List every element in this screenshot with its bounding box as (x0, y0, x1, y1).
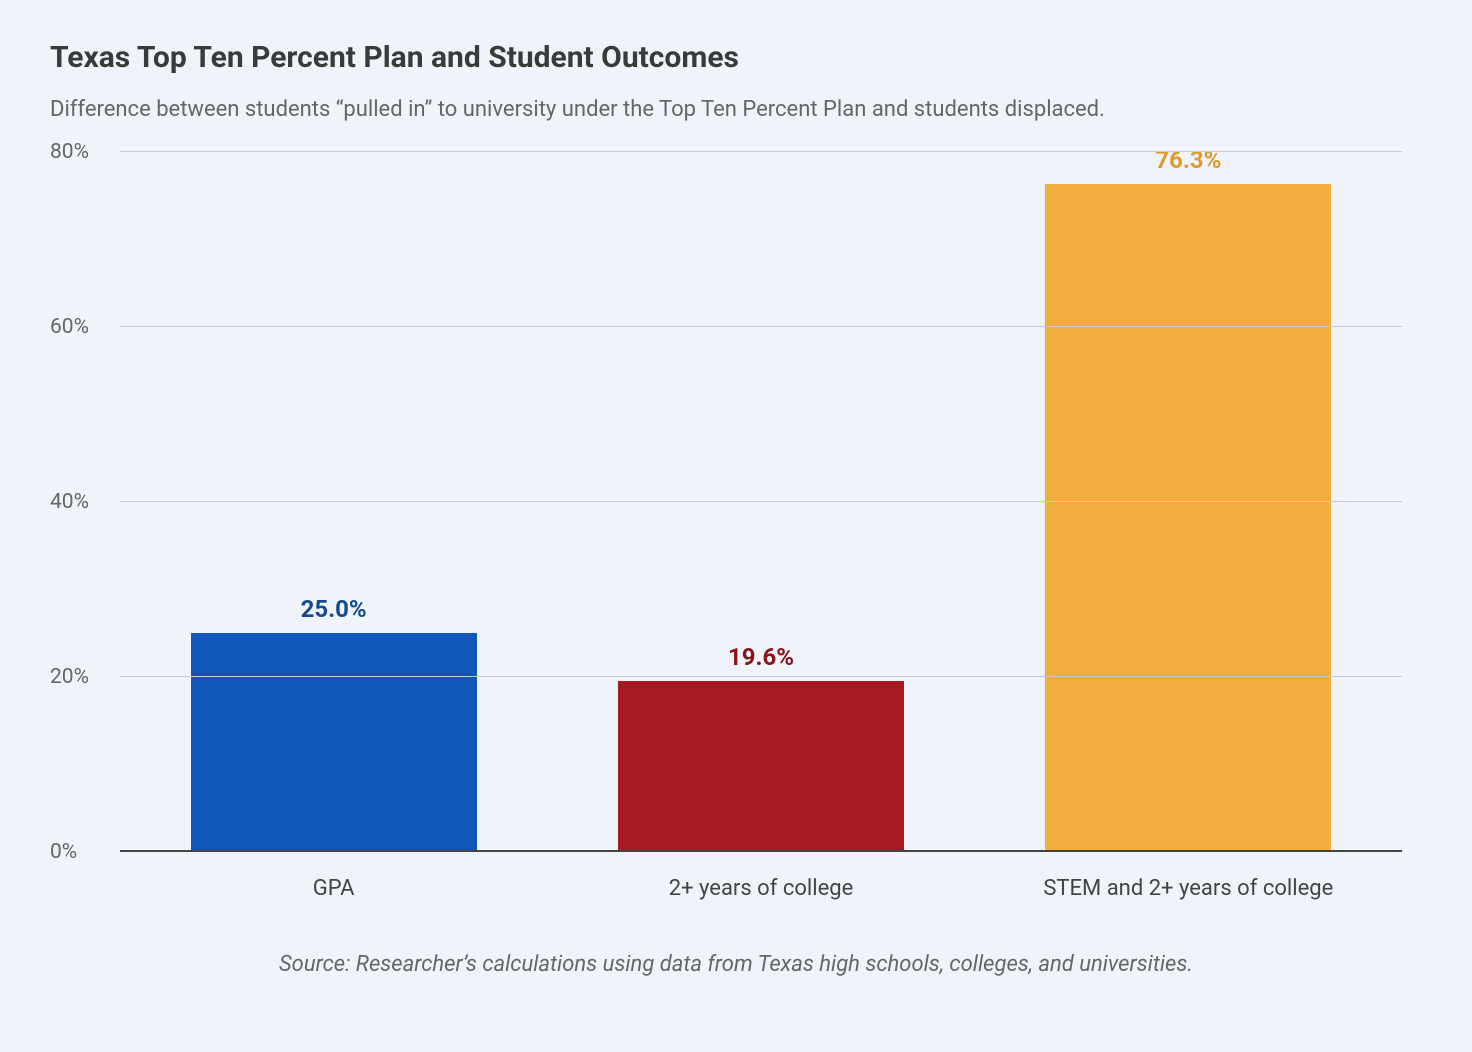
gridline (120, 151, 1402, 152)
plot-area: 25.0%19.6%76.3% 0%20%40%60%80% (120, 152, 1402, 852)
bar-slot: 25.0% (120, 152, 547, 852)
ytick-label: 40% (50, 490, 110, 514)
chart-title: Texas Top Ten Percent Plan and Student O… (50, 40, 1422, 75)
bar-slot: 76.3% (975, 152, 1402, 852)
bar (1045, 184, 1331, 852)
bar-slot: 19.6% (547, 152, 974, 852)
bar-value-label: 19.6% (547, 643, 974, 671)
bar (191, 633, 477, 852)
ytick-label: 0% (50, 840, 110, 864)
ytick-label: 80% (50, 140, 110, 164)
xtick-row: GPA2+ years of collegeSTEM and 2+ years … (120, 862, 1402, 912)
ytick-label: 60% (50, 315, 110, 339)
xtick-label: STEM and 2+ years of college (975, 862, 1402, 912)
gridline (120, 501, 1402, 502)
gridline (120, 326, 1402, 327)
xtick-label: GPA (120, 862, 547, 912)
chart-subtitle: Difference between students “pulled in” … (50, 97, 1422, 122)
gridline (120, 676, 1402, 677)
bars-row: 25.0%19.6%76.3% (120, 152, 1402, 852)
xtick-label: 2+ years of college (547, 862, 974, 912)
bar (618, 681, 904, 853)
bar-value-label: 25.0% (120, 595, 547, 623)
chart-source: Source: Researcher’s calculations using … (50, 952, 1422, 977)
chart-container: Texas Top Ten Percent Plan and Student O… (0, 0, 1472, 1052)
plot-wrap: 25.0%19.6%76.3% 0%20%40%60%80% GPA2+ yea… (50, 152, 1422, 912)
ytick-label: 20% (50, 665, 110, 689)
axis-baseline (120, 850, 1402, 852)
